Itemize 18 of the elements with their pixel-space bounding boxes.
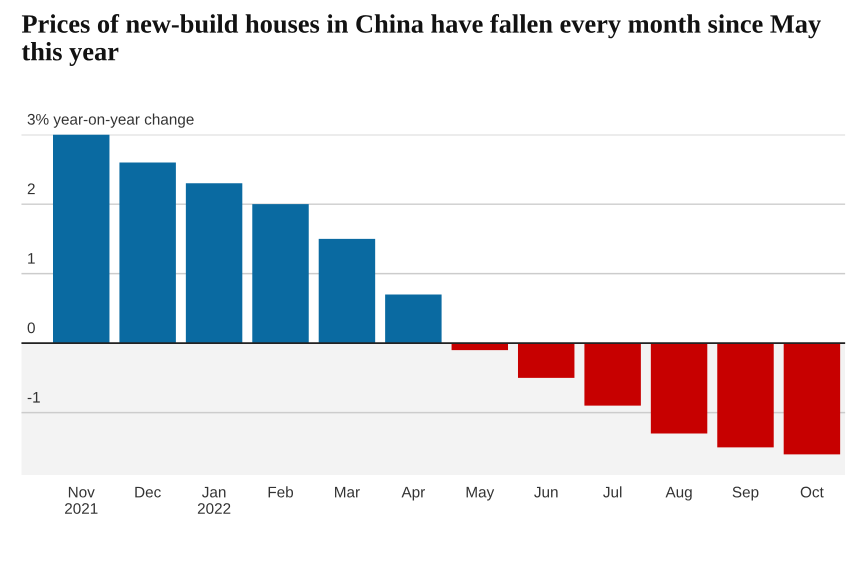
x-tick-label: Sep — [732, 486, 758, 501]
y-tick-label: 2 — [28, 183, 35, 194]
y-tick-label: 1 — [28, 253, 35, 264]
x-tick-label: Apr — [402, 486, 425, 501]
x-tick-label: Mar — [335, 486, 360, 498]
x-tick-label: Nov 2021 — [65, 486, 98, 514]
x-tick-label: Jan 2022 — [198, 486, 230, 514]
x-tick-label: Feb — [268, 486, 294, 498]
x-tick-label: May — [466, 486, 494, 501]
x-tick-label: Jun — [534, 486, 558, 498]
x-tick-label: Jul — [603, 486, 622, 498]
chart-title: Prices of new-build houses in China have fallen every month since May this year — [22, 14, 821, 66]
y-tick-label: -1 — [28, 392, 40, 403]
y-tick-label: 0 — [28, 322, 35, 334]
y-tick-label: 3% year-on-year change — [28, 114, 194, 128]
x-tick-label: Dec — [135, 486, 161, 498]
x-tick-label: Oct — [800, 486, 824, 498]
x-tick-label: Aug — [666, 486, 692, 501]
